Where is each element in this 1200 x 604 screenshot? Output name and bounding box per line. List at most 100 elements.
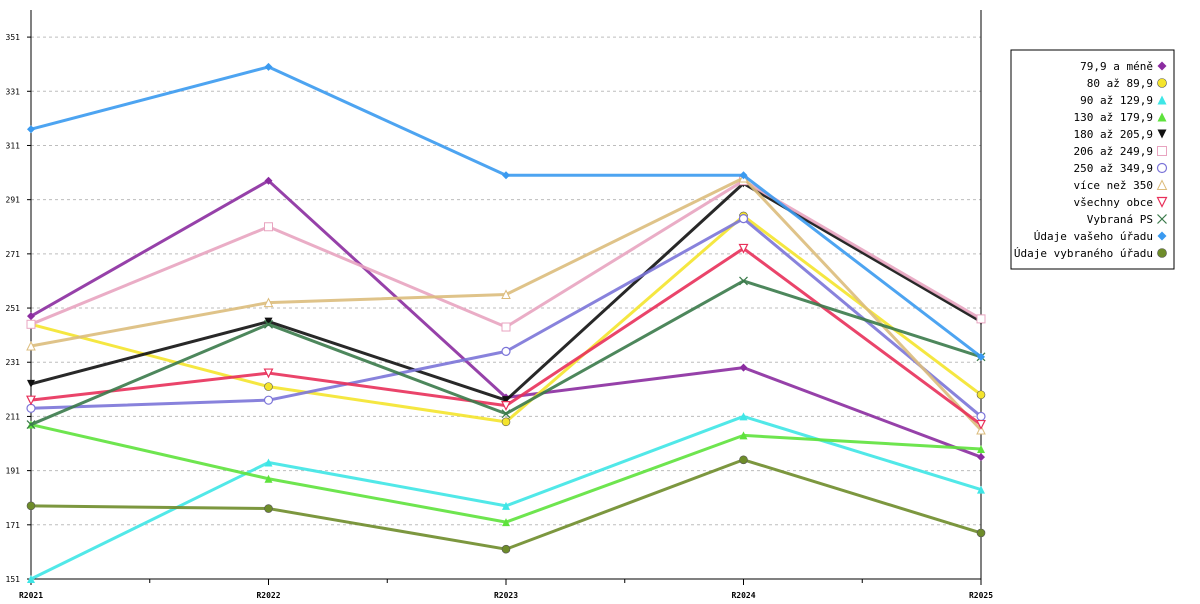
data-point <box>27 125 35 134</box>
data-point <box>26 395 36 406</box>
data-point <box>502 171 510 180</box>
y-tick-label: 351 <box>6 33 21 42</box>
legend: 79,9 a méně 80 až 89,9 90 až 129,9 130 až 1… <box>1010 49 1175 270</box>
data-point <box>976 424 986 435</box>
data-point <box>502 518 510 527</box>
marker-stroke <box>1157 214 1167 224</box>
y-tick-label: 171 <box>6 521 21 530</box>
data-point <box>264 474 273 483</box>
data-point <box>502 501 510 510</box>
data-point <box>263 297 274 308</box>
data-point <box>264 62 273 71</box>
legend-label: více než 350 <box>1074 179 1153 192</box>
data-point <box>263 395 274 405</box>
data-point <box>501 417 511 427</box>
data-point <box>264 319 273 329</box>
data-point <box>739 431 748 440</box>
legend-marker <box>1157 129 1167 139</box>
data-point <box>501 400 511 411</box>
y-tick-label: 311 <box>6 141 21 150</box>
data-point <box>739 276 748 286</box>
y-tick-label: 331 <box>6 87 21 96</box>
data-point <box>264 458 273 467</box>
legend-label: 80 až 89,9 <box>1087 77 1153 90</box>
data-point <box>501 409 511 419</box>
legend-marker <box>1156 196 1168 208</box>
data-point <box>977 444 985 453</box>
legend-label: 90 až 129,9 <box>1080 94 1153 107</box>
data-point <box>738 243 749 254</box>
legend-marker <box>1157 248 1167 258</box>
y-tick-label: 151 <box>6 575 21 584</box>
series-7 <box>26 172 986 435</box>
marker-stroke <box>264 319 273 329</box>
data-point <box>739 455 748 465</box>
data-point <box>26 501 36 511</box>
series-6 <box>26 214 986 422</box>
legend-marker <box>1157 214 1167 224</box>
marker-stroke <box>501 409 511 419</box>
data-point <box>502 396 510 405</box>
legend-box <box>1010 49 1175 270</box>
series-2 <box>27 412 985 583</box>
data-point <box>976 528 986 538</box>
series-10 <box>27 62 985 361</box>
x-tick-label: R2023 <box>494 591 518 600</box>
data-point <box>739 363 748 372</box>
data-point <box>977 453 985 462</box>
legend-label: všechny obce <box>1074 196 1153 209</box>
series-line <box>30 176 983 432</box>
legend-label: 180 až 205,9 <box>1074 128 1153 141</box>
data-point <box>976 419 986 430</box>
legend-label: 250 až 349,9 <box>1074 162 1153 175</box>
x-tick-label: R2025 <box>969 591 993 600</box>
y-tick-label: 211 <box>6 412 21 421</box>
legend-label: 206 až 249,9 <box>1074 145 1153 158</box>
data-point <box>977 352 985 361</box>
data-point <box>977 485 985 494</box>
data-point <box>264 176 273 185</box>
data-point <box>26 340 36 351</box>
legend-marker <box>1157 95 1167 105</box>
data-point <box>739 412 748 421</box>
data-point <box>27 575 35 583</box>
data-point <box>501 322 511 332</box>
data-point <box>27 379 35 388</box>
legend-marker <box>1156 179 1168 190</box>
data-point <box>264 317 273 326</box>
data-point <box>263 368 274 379</box>
legend-marker <box>1157 146 1167 156</box>
data-point <box>264 222 273 232</box>
legend-label: 130 až 179,9 <box>1074 111 1153 124</box>
data-point <box>501 289 511 299</box>
legend-marker <box>1156 162 1168 174</box>
legend-marker <box>1157 78 1167 88</box>
data-point <box>264 382 273 391</box>
series-line <box>30 65 982 359</box>
marker-stroke <box>26 420 36 429</box>
y-tick-label: 291 <box>6 196 21 205</box>
legend-label: Údaje vybraného úřadu <box>1014 247 1153 260</box>
data-point <box>976 411 986 422</box>
data-point <box>26 420 36 429</box>
marker-stroke <box>739 276 748 286</box>
data-point <box>738 214 749 224</box>
data-point <box>739 171 748 180</box>
legend-label: Vybraná PS <box>1087 213 1153 226</box>
data-point <box>976 314 986 324</box>
data-point <box>976 390 986 400</box>
y-tick-label: 271 <box>6 250 21 259</box>
y-tick-label: 251 <box>6 304 21 313</box>
data-point <box>264 504 273 513</box>
data-point <box>27 312 35 321</box>
x-tick-label: R2022 <box>256 591 280 600</box>
y-tick-label: 191 <box>6 467 21 476</box>
data-point <box>501 544 511 554</box>
data-point <box>501 346 511 356</box>
legend-label: Údaje vašeho úřadu <box>1034 230 1153 243</box>
data-point <box>26 319 36 329</box>
y-tick-label: 231 <box>6 358 21 367</box>
legend-marker <box>1157 61 1167 71</box>
